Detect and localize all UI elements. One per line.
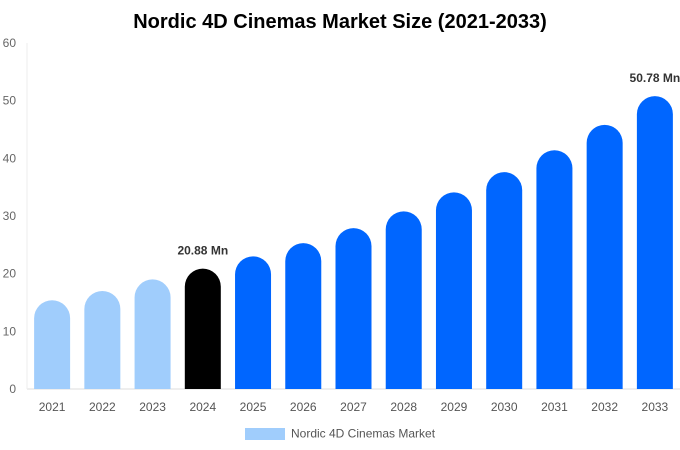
bar-2032 [586, 124, 623, 390]
bar-2031 [536, 150, 573, 389]
x-tick-label: 2025 [240, 400, 267, 414]
bar-2022 [84, 290, 121, 389]
x-tick-label: 2029 [441, 400, 468, 414]
y-tick-label: 0 [9, 382, 16, 396]
x-tick-label: 2033 [642, 400, 669, 414]
y-tick-label: 50 [3, 94, 17, 108]
y-tick-label: 10 [3, 324, 17, 338]
x-tick-label: 2026 [290, 400, 317, 414]
x-tick-label: 2023 [139, 400, 166, 414]
bar-2026 [285, 243, 322, 389]
y-tick-label: 40 [3, 151, 17, 165]
y-tick-label: 60 [3, 36, 17, 50]
x-tick-label: 2031 [541, 400, 568, 414]
legend: Nordic 4D Cinemas Market [245, 427, 436, 441]
x-tick-label: 2032 [591, 400, 618, 414]
bar-2033 [636, 96, 673, 389]
x-tick-label: 2022 [89, 400, 116, 414]
x-tick-label: 2021 [39, 400, 66, 414]
x-tick-label: 2024 [189, 400, 216, 414]
chart-title: Nordic 4D Cinemas Market Size (2021-2033… [133, 11, 547, 33]
x-tick-label: 2030 [491, 400, 518, 414]
x-tick-label: 2027 [340, 400, 367, 414]
bar-2025 [235, 256, 272, 389]
data-label: 50.78 Mn [630, 71, 680, 85]
data-label: 20.88 Mn [177, 244, 228, 258]
bar-2023 [134, 279, 171, 389]
legend-label: Nordic 4D Cinemas Market [291, 427, 436, 441]
bar-2021 [34, 300, 71, 389]
bar-2024 [184, 268, 221, 389]
bar-2029 [435, 192, 472, 389]
bar-2030 [486, 172, 523, 389]
y-tick-label: 30 [3, 209, 17, 223]
x-tick-label: 2028 [390, 400, 417, 414]
y-tick-label: 20 [3, 267, 17, 281]
bar-2028 [385, 211, 422, 389]
bar-2027 [335, 228, 372, 389]
legend-swatch [245, 428, 285, 440]
